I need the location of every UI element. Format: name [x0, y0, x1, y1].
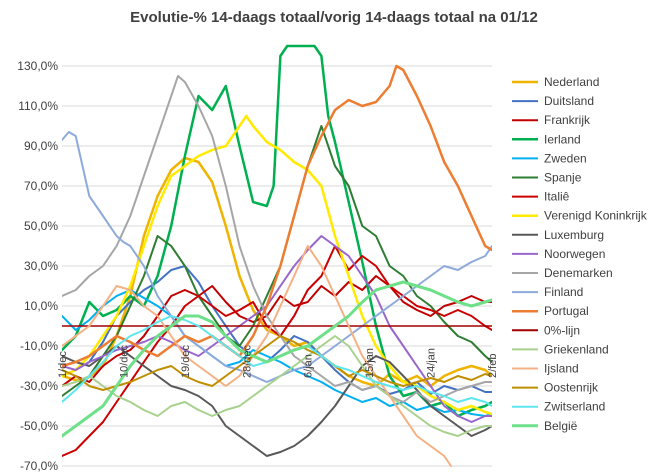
x-tick-label: 10/dec [118, 344, 130, 378]
y-tick-label: 90,0% [24, 139, 58, 153]
legend: Nederland Duitsland Frankrijk Ierland Zweden… [512, 75, 648, 433]
x-axis: 1/dec 10/dec 19/dec 28/dec 6/jan 15/jan 24/jan… [57, 344, 499, 378]
legend-label: Italiê [544, 190, 570, 204]
legend-label: Ijsland [544, 362, 579, 376]
legend-label: Griekenland [544, 342, 609, 356]
series-line-belgi- [62, 280, 492, 438]
x-tick-label: 6/jan [303, 354, 315, 378]
y-tick-label: 130,0% [17, 59, 58, 73]
legend-label: Verenigd Koninkrijk [544, 209, 648, 223]
y-tick-label: -30,0% [20, 379, 58, 393]
x-tick-label: 24/jan [426, 348, 438, 378]
y-tick-label: 110,0% [18, 99, 58, 113]
y-tick-label: -10,0% [20, 339, 58, 353]
x-tick-label: 19/dec [180, 344, 192, 378]
y-tick-label: 10,0% [24, 299, 58, 313]
series-line-finland [62, 131, 492, 383]
series-line-portugal [62, 64, 492, 368]
legend-label: Oostenrijk [544, 381, 599, 395]
series-line-ijsland [62, 245, 452, 467]
legend-label: Noorwegen [544, 247, 605, 261]
legend-label: Portugal [544, 304, 589, 318]
x-tick-label: 28/dec [241, 344, 253, 378]
legend-label: Spanje [544, 171, 582, 185]
legend-label: Denemarken [544, 266, 613, 280]
series-line-griekenland [62, 335, 492, 437]
x-tick-label: 15/jan [364, 348, 376, 378]
legend-label: Ierland [544, 132, 581, 146]
x-tick-label: 2/feb [487, 354, 499, 378]
x-tick-label: 1/dec [57, 351, 69, 378]
legend-label: Luxemburg [544, 228, 604, 242]
chart-title: Evolutie-% 14-daags totaal/vorig 14-daag… [130, 9, 538, 26]
y-axis: -70,0% -50,0% -30,0% -10,0% 10,0% 30,0% 50,0% 7… [17, 59, 58, 473]
series-line-oostenrijk [62, 335, 492, 391]
legend-label: België [544, 419, 578, 433]
legend-label: Zweden [544, 151, 587, 165]
legend-label: Duitsland [544, 94, 594, 108]
legend-label: Frankrijk [544, 113, 591, 127]
y-tick-label: 70,0% [24, 179, 58, 193]
y-tick-label: -50,0% [20, 419, 58, 433]
legend-label: Zwitserland [544, 400, 605, 414]
series-line-zweden [62, 289, 492, 417]
y-tick-label: 50,0% [24, 219, 58, 233]
y-tick-label: -70,0% [20, 459, 58, 473]
plot-area [62, 44, 492, 467]
y-tick-label: 30,0% [24, 259, 58, 273]
legend-label: Nederland [544, 75, 599, 89]
legend-label: 0%-lijn [544, 323, 580, 337]
legend-label: Finland [544, 285, 583, 299]
series-line-verenigd-koninkrijk [62, 114, 492, 416]
